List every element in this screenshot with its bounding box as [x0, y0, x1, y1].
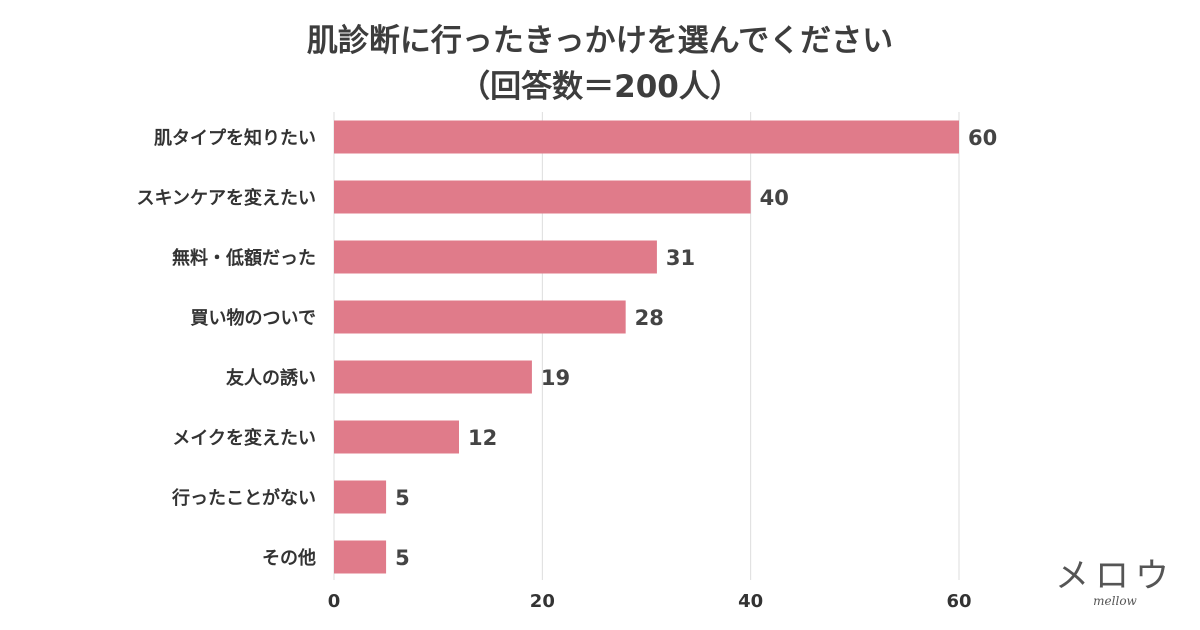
x-tick-label-3: 60 — [946, 591, 971, 612]
chart-title: 肌診断に行ったきっかけを選んでください — [306, 23, 894, 59]
bar-7 — [334, 540, 387, 574]
value-label-5: 12 — [468, 426, 497, 450]
value-label-1: 40 — [760, 186, 789, 210]
value-label-3: 28 — [635, 306, 664, 330]
value-label-0: 60 — [968, 126, 997, 150]
bar-1 — [334, 180, 751, 214]
x-tick-label-1: 20 — [530, 591, 555, 612]
category-label-5: メイクを変えたい — [172, 427, 316, 449]
category-label-3: 買い物のついで — [191, 307, 316, 329]
bar-4 — [334, 360, 532, 394]
bar-2 — [334, 240, 657, 274]
value-label-2: 31 — [666, 246, 695, 270]
category-label-4: 友人の誘い — [226, 367, 316, 389]
brand-logo-text: メロウ — [1055, 556, 1175, 596]
x-tick-label-2: 40 — [738, 591, 763, 612]
chart-title-block: 肌診断に行ったきっかけを選んでください （回答数＝200人） — [0, 18, 1200, 110]
category-label-1: スキンケアを変えたい — [137, 187, 316, 209]
bar-5 — [334, 420, 459, 454]
bar-6 — [334, 480, 387, 514]
value-label-6: 5 — [395, 486, 410, 510]
category-label-0: 肌タイプを知りたい — [154, 127, 316, 149]
bar-3 — [334, 300, 626, 334]
brand-logo-subtext: mellow — [1093, 594, 1137, 608]
category-label-6: 行ったことがない — [171, 487, 316, 509]
chart-subtitle: （回答数＝200人） — [459, 69, 741, 105]
category-label-2: 無料・低額だった — [172, 247, 316, 269]
bar-0 — [334, 120, 959, 154]
brand-logo: メロウ mellow — [1050, 556, 1180, 608]
x-tick-label-0: 0 — [328, 591, 341, 612]
value-label-7: 5 — [395, 546, 410, 570]
value-label-4: 19 — [541, 366, 570, 390]
category-label-7: その他 — [262, 547, 316, 569]
